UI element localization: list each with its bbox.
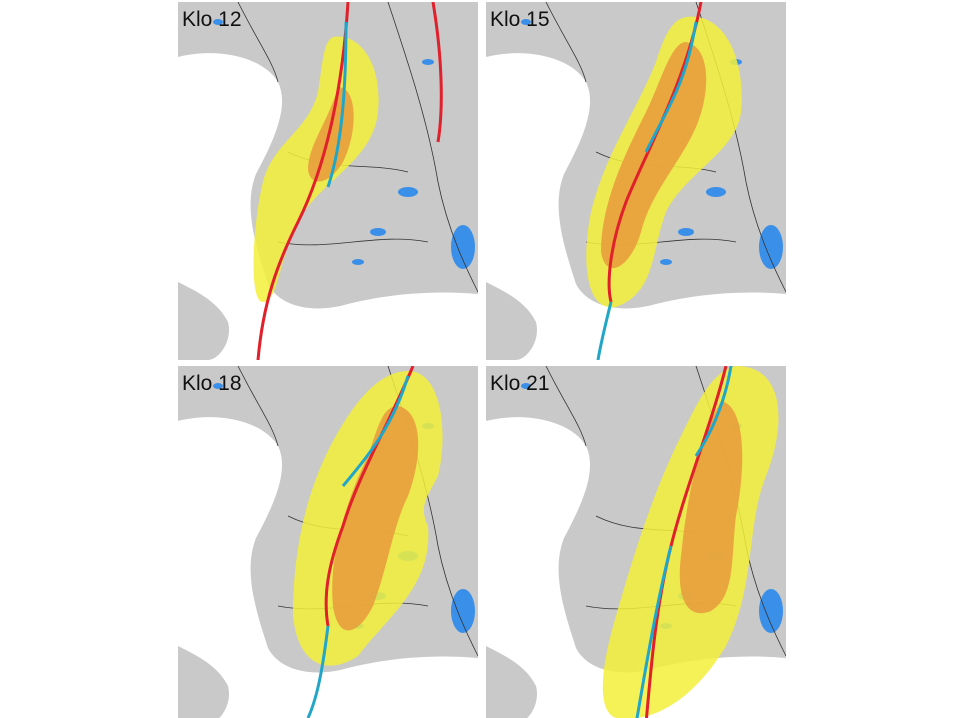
panel-label: Klo 21 [490,372,550,395]
panel: Klo 21 [486,366,786,718]
panel-label: Klo 18 [182,372,242,395]
panel: Klo 15 [486,2,786,360]
panel-label: Klo 15 [490,8,550,31]
panel: Klo 12 [178,2,478,360]
panel-label: Klo 12 [182,8,242,31]
panel: Klo 18 [178,366,478,718]
